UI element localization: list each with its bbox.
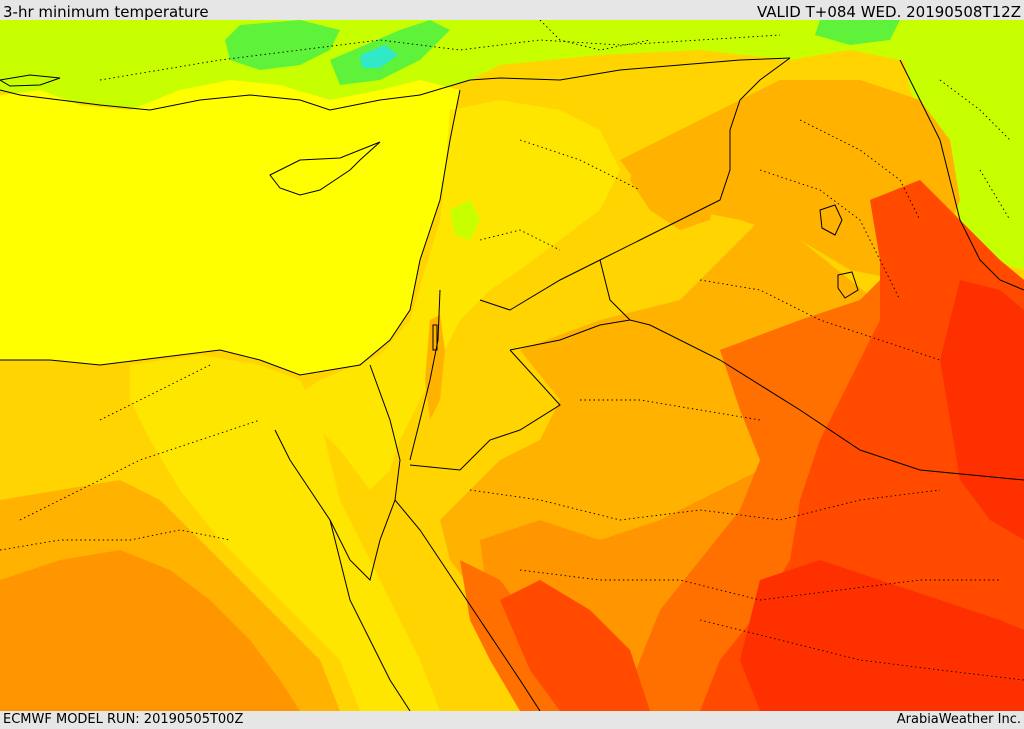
- province-border-turkey-2: [539, 20, 651, 51]
- mediterranean-coastline: [0, 89, 461, 376]
- syria-iraq-border: [469, 57, 791, 81]
- country-borders: [0, 57, 1024, 711]
- province-border-saudi-4: [699, 619, 1024, 681]
- province-border-syria-2: [479, 229, 561, 251]
- temperature-zone-north-green: [225, 20, 340, 70]
- temperature-zone-north-cyan: [360, 45, 398, 68]
- jordan-saudi-border: [409, 349, 561, 471]
- temperature-zone-nile-yellow: [130, 355, 440, 711]
- turkey-coastline: [0, 79, 471, 111]
- temperature-zone-gulf-red-deep: [940, 280, 1024, 540]
- temperature-zone-levant-lime: [450, 200, 480, 240]
- temperature-zone-northeast-green: [815, 20, 900, 45]
- province-borders: [0, 20, 1024, 681]
- lake-razzaza: [837, 271, 859, 299]
- province-border-iraq-3: [699, 279, 941, 361]
- mediterranean-sea: [0, 80, 460, 375]
- temperature-zone-east-lime: [900, 35, 1024, 270]
- red-sea-west-coast: [329, 519, 411, 711]
- temperature-zone-sw-red: [500, 580, 650, 711]
- model-run-label: ECMWF MODEL RUN: 20190505T00Z: [3, 712, 244, 727]
- temperature-zone-egypt-orange-dark: [0, 550, 300, 711]
- temperature-map-canvas: [0, 20, 1024, 711]
- province-border-syria-1: [519, 139, 641, 191]
- temperature-zone-south-red: [740, 560, 1024, 711]
- temperature-zone-syria-orange: [630, 140, 720, 230]
- province-border-saudi-3: [580, 399, 761, 421]
- crete-outline: [0, 74, 61, 87]
- province-border-saudi-2: [519, 569, 1000, 601]
- persian-gulf-coast: [899, 59, 1024, 291]
- cyprus-outline: [269, 141, 381, 196]
- province-border-iran-1: [939, 79, 1011, 141]
- iraq-north-border: [479, 57, 791, 311]
- province-border-iraq-2: [759, 169, 901, 301]
- iraq-saudi-border: [599, 259, 631, 321]
- jordan-border: [509, 319, 1024, 481]
- province-border-egypt-1: [0, 529, 231, 551]
- province-border-iran-2: [979, 169, 1011, 221]
- dead-sea-outline: [432, 324, 438, 351]
- israel-jordan-border: [409, 289, 441, 461]
- temperature-zone-jordan-valley: [425, 315, 445, 420]
- valid-time-label: VALID T+084 WED. 20190508T12Z: [756, 3, 1021, 21]
- credit-label: ArabiaWeather Inc.: [896, 712, 1021, 727]
- map-title: 3-hr minimum temperature: [3, 3, 209, 21]
- sinai-border: [369, 364, 401, 541]
- province-border-turkey-1: [99, 34, 781, 81]
- temperature-zone-levant-yellow: [290, 100, 620, 490]
- temperature-map: [0, 20, 1024, 711]
- lake-tharthar: [819, 204, 843, 236]
- red-sea-east-coast: [394, 499, 541, 711]
- province-border-saudi-1: [469, 489, 941, 521]
